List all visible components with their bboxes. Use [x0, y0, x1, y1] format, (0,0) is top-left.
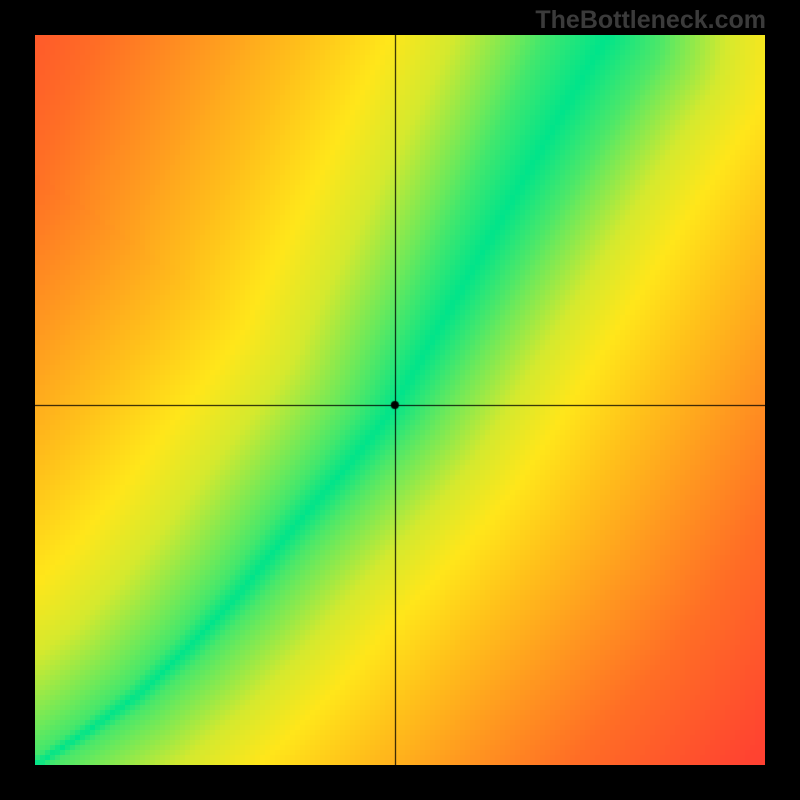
watermark-text: TheBottleneck.com	[535, 6, 766, 35]
heatmap-plot	[35, 35, 765, 765]
crosshair-overlay	[35, 35, 765, 765]
chart-frame: TheBottleneck.com	[0, 0, 800, 800]
